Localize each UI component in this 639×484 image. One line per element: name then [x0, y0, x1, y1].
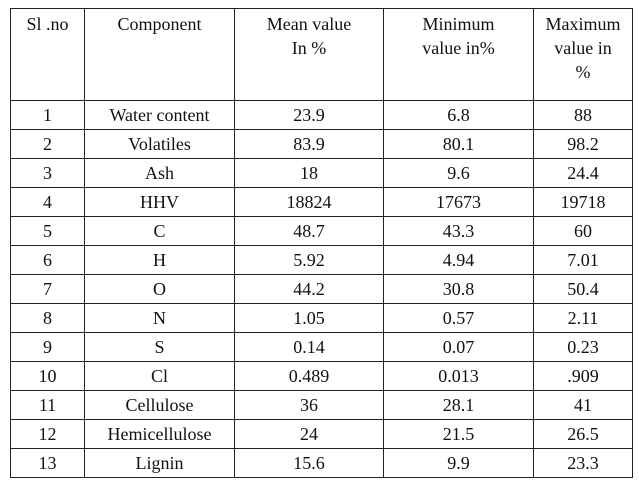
cell-minimum-value: 0.013	[383, 361, 534, 391]
cell-component: N	[84, 303, 235, 333]
header-line: Minimum	[422, 14, 495, 34]
table-row: 9 S 0.14 0.07 0.23	[10, 332, 633, 362]
cell-maximum-value: 26.5	[533, 419, 633, 449]
cell-maximum-value: 23.3	[533, 448, 633, 478]
cell-component: Lignin	[84, 448, 235, 478]
cell-component: Cellulose	[84, 390, 235, 420]
cell-sl-no: 6	[10, 245, 85, 275]
header-line: %	[575, 62, 591, 82]
cell-minimum-value: 21.5	[383, 419, 534, 449]
cell-sl-no: 5	[10, 216, 85, 246]
cell-component: Ash	[84, 158, 235, 188]
header-line: In %	[291, 38, 327, 58]
header-mean-value: Mean value In %	[234, 8, 384, 101]
composition-table: Sl .no Component Mean value In % Minimum valu…	[10, 8, 633, 478]
cell-sl-no: 9	[10, 332, 85, 362]
cell-mean-value: 18824	[234, 187, 384, 217]
cell-component: Hemicellulose	[84, 419, 235, 449]
table-row: 3 Ash 18 9.6 24.4	[10, 158, 633, 188]
cell-mean-value: 44.2	[234, 274, 384, 304]
table-row: 8 N 1.05 0.57 2.11	[10, 303, 633, 333]
cell-mean-value: 36	[234, 390, 384, 420]
cell-mean-value: 15.6	[234, 448, 384, 478]
cell-mean-value: 24	[234, 419, 384, 449]
cell-component: Volatiles	[84, 129, 235, 159]
cell-mean-value: 5.92	[234, 245, 384, 275]
cell-component: H	[84, 245, 235, 275]
cell-minimum-value: 28.1	[383, 390, 534, 420]
header-line: Mean value	[266, 14, 352, 34]
cell-maximum-value: 41	[533, 390, 633, 420]
table-row: 4 HHV 18824 17673 19718	[10, 187, 633, 217]
cell-sl-no: 13	[10, 448, 85, 478]
cell-mean-value: 0.14	[234, 332, 384, 362]
cell-maximum-value: 50.4	[533, 274, 633, 304]
cell-maximum-value: 0.23	[533, 332, 633, 362]
cell-sl-no: 8	[10, 303, 85, 333]
cell-minimum-value: 30.8	[383, 274, 534, 304]
cell-minimum-value: 4.94	[383, 245, 534, 275]
table-row: 10 Cl 0.489 0.013.909	[10, 361, 633, 391]
cell-minimum-value: 17673	[383, 187, 534, 217]
cell-minimum-value: 80.1	[383, 129, 534, 159]
table-row: 5 C 48.7 43.3 60	[10, 216, 633, 246]
table-row: 12 Hemicellulose 24 21.5 26.5	[10, 419, 633, 449]
header-maximum-value: Maximum value in%	[533, 8, 633, 101]
header-line: value in%	[422, 38, 495, 58]
cell-maximum-value: 60	[533, 216, 633, 246]
cell-maximum-value: 98.2	[533, 129, 633, 159]
cell-sl-no: 7	[10, 274, 85, 304]
table-row: 7 O 44.2 30.8 50.4	[10, 274, 633, 304]
table-row: 2 Volatiles 83.9 80.1 98.2	[10, 129, 633, 159]
cell-sl-no: 1	[10, 100, 85, 130]
cell-minimum-value: 9.6	[383, 158, 534, 188]
table-body: 1 Water content 23.9 6.8 88 2 Volatiles 83.9 80.…	[10, 100, 633, 478]
cell-minimum-value: 0.57	[383, 303, 534, 333]
table-row: 13 Lignin 15.6 9.9 23.3	[10, 448, 633, 478]
cell-sl-no: 3	[10, 158, 85, 188]
cell-sl-no: 12	[10, 419, 85, 449]
cell-minimum-value: 43.3	[383, 216, 534, 246]
cell-mean-value: 1.05	[234, 303, 384, 333]
cell-maximum-value: 88	[533, 100, 633, 130]
cell-sl-no: 2	[10, 129, 85, 159]
cell-minimum-value: 6.8	[383, 100, 534, 130]
cell-mean-value: 83.9	[234, 129, 384, 159]
table-row: 11 Cellulose 36 28.1 41	[10, 390, 633, 420]
header-component: Component	[84, 8, 235, 101]
cell-component: S	[84, 332, 235, 362]
header-line: Maximum	[545, 14, 621, 34]
cell-component: C	[84, 216, 235, 246]
cell-sl-no: 4	[10, 187, 85, 217]
cell-mean-value: 0.489	[234, 361, 384, 391]
header-row: Sl .no Component Mean value In % Minimum valu…	[10, 8, 633, 101]
header-sl-no: Sl .no	[10, 8, 85, 101]
cell-minimum-value: 9.9	[383, 448, 534, 478]
cell-maximum-value: 24.4	[533, 158, 633, 188]
cell-mean-value: 18	[234, 158, 384, 188]
cell-component: HHV	[84, 187, 235, 217]
header-minimum-value: Minimum value in%	[383, 8, 534, 101]
header-line: Component	[117, 14, 202, 34]
cell-maximum-value: 2.11	[533, 303, 633, 333]
header-line: value in	[554, 38, 612, 58]
cell-component: Cl	[84, 361, 235, 391]
cell-mean-value: 23.9	[234, 100, 384, 130]
header-line: Sl .no	[26, 14, 69, 34]
cell-component: O	[84, 274, 235, 304]
cell-maximum-value: .909	[533, 361, 633, 391]
table-row: 6 H 5.92 4.94 7.01	[10, 245, 633, 275]
cell-component: Water content	[84, 100, 235, 130]
cell-sl-no: 10	[10, 361, 85, 391]
cell-minimum-value: 0.07	[383, 332, 534, 362]
cell-maximum-value: 7.01	[533, 245, 633, 275]
cell-mean-value: 48.7	[234, 216, 384, 246]
table-row: 1 Water content 23.9 6.8 88	[10, 100, 633, 130]
cell-maximum-value: 19718	[533, 187, 633, 217]
cell-sl-no: 11	[10, 390, 85, 420]
